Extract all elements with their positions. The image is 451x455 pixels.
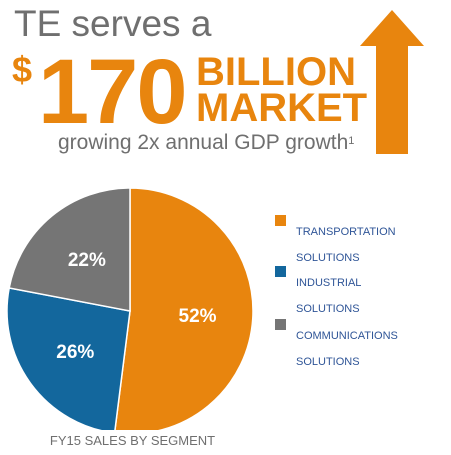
pie-label-industrial: 26% xyxy=(56,342,94,363)
pie-label-transportation: 52% xyxy=(179,306,217,327)
legend-label-line: TRANSPORTATION xyxy=(296,226,396,238)
pie-slice-transportation xyxy=(114,187,254,430)
market-amount: 170 xyxy=(38,41,187,143)
arrow-shape xyxy=(360,10,424,154)
growth-text: growing 2x annual GDP growth xyxy=(58,131,349,154)
chart-caption: FY15 SALES BY SEGMENT xyxy=(49,433,216,448)
legend-swatch-transportation xyxy=(275,215,286,226)
legend-label-line: SOLUTIONS xyxy=(296,303,360,315)
growth-statement: growing 2x annual GDP growth1 xyxy=(58,130,354,156)
legend-swatch-industrial xyxy=(275,266,286,277)
legend-swatch-communications xyxy=(275,319,286,330)
up-arrow-icon xyxy=(360,10,424,154)
pie-labels: 52% 26% 22% xyxy=(56,250,216,363)
legend-label-line: COMMUNICATIONS xyxy=(296,330,398,342)
legend-label-line: INDUSTRIAL xyxy=(296,277,362,289)
pie-chart: 52% 26% 22% xyxy=(6,187,254,430)
pie-label-communications: 22% xyxy=(68,250,106,271)
legend-label-industrial: INDUSTRIAL SOLUTIONS xyxy=(296,264,446,329)
headline-intro: TE serves a xyxy=(14,3,212,44)
legend-label-line: SOLUTIONS xyxy=(296,356,360,368)
pie-slices xyxy=(6,187,254,430)
legend-label-transportation: TRANSPORTATION SOLUTIONS xyxy=(296,213,446,278)
currency-symbol: $ xyxy=(12,49,33,90)
footnote-marker: 1 xyxy=(348,135,355,147)
headline-billion: BILLION xyxy=(196,50,356,94)
legend-label-line: SOLUTIONS xyxy=(296,252,360,264)
legend-label-communications: COMMUNICATIONS SOLUTIONS xyxy=(296,317,446,382)
headline-market: MARKET xyxy=(196,86,368,130)
pie-slice-communications xyxy=(8,187,131,312)
pie-slice-industrial xyxy=(6,287,131,430)
